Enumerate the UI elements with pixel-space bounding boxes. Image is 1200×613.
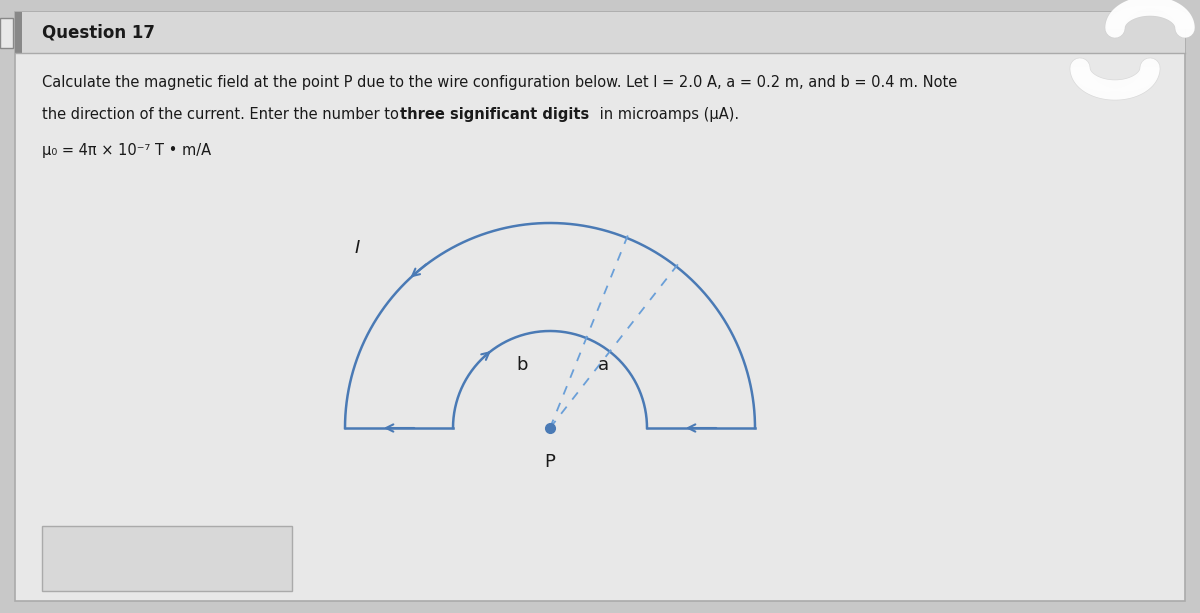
Text: three significant digits: three significant digits bbox=[400, 107, 589, 123]
FancyBboxPatch shape bbox=[0, 18, 13, 48]
Text: b: b bbox=[516, 356, 528, 374]
FancyBboxPatch shape bbox=[42, 526, 292, 591]
Text: Question 17: Question 17 bbox=[42, 23, 155, 42]
Text: μ₀ = 4π × 10⁻⁷ T • m/A: μ₀ = 4π × 10⁻⁷ T • m/A bbox=[42, 143, 211, 159]
FancyBboxPatch shape bbox=[14, 12, 22, 53]
Text: in microamps (μA).: in microamps (μA). bbox=[595, 107, 739, 123]
Text: I: I bbox=[355, 238, 360, 257]
Text: P: P bbox=[545, 453, 556, 471]
FancyBboxPatch shape bbox=[14, 12, 1186, 601]
Text: Calculate the magnetic field at the point P due to the wire configuration below.: Calculate the magnetic field at the poin… bbox=[42, 75, 958, 91]
FancyBboxPatch shape bbox=[14, 12, 1186, 53]
Text: the direction of the current. Enter the number to: the direction of the current. Enter the … bbox=[42, 107, 403, 123]
Text: a: a bbox=[598, 356, 608, 374]
